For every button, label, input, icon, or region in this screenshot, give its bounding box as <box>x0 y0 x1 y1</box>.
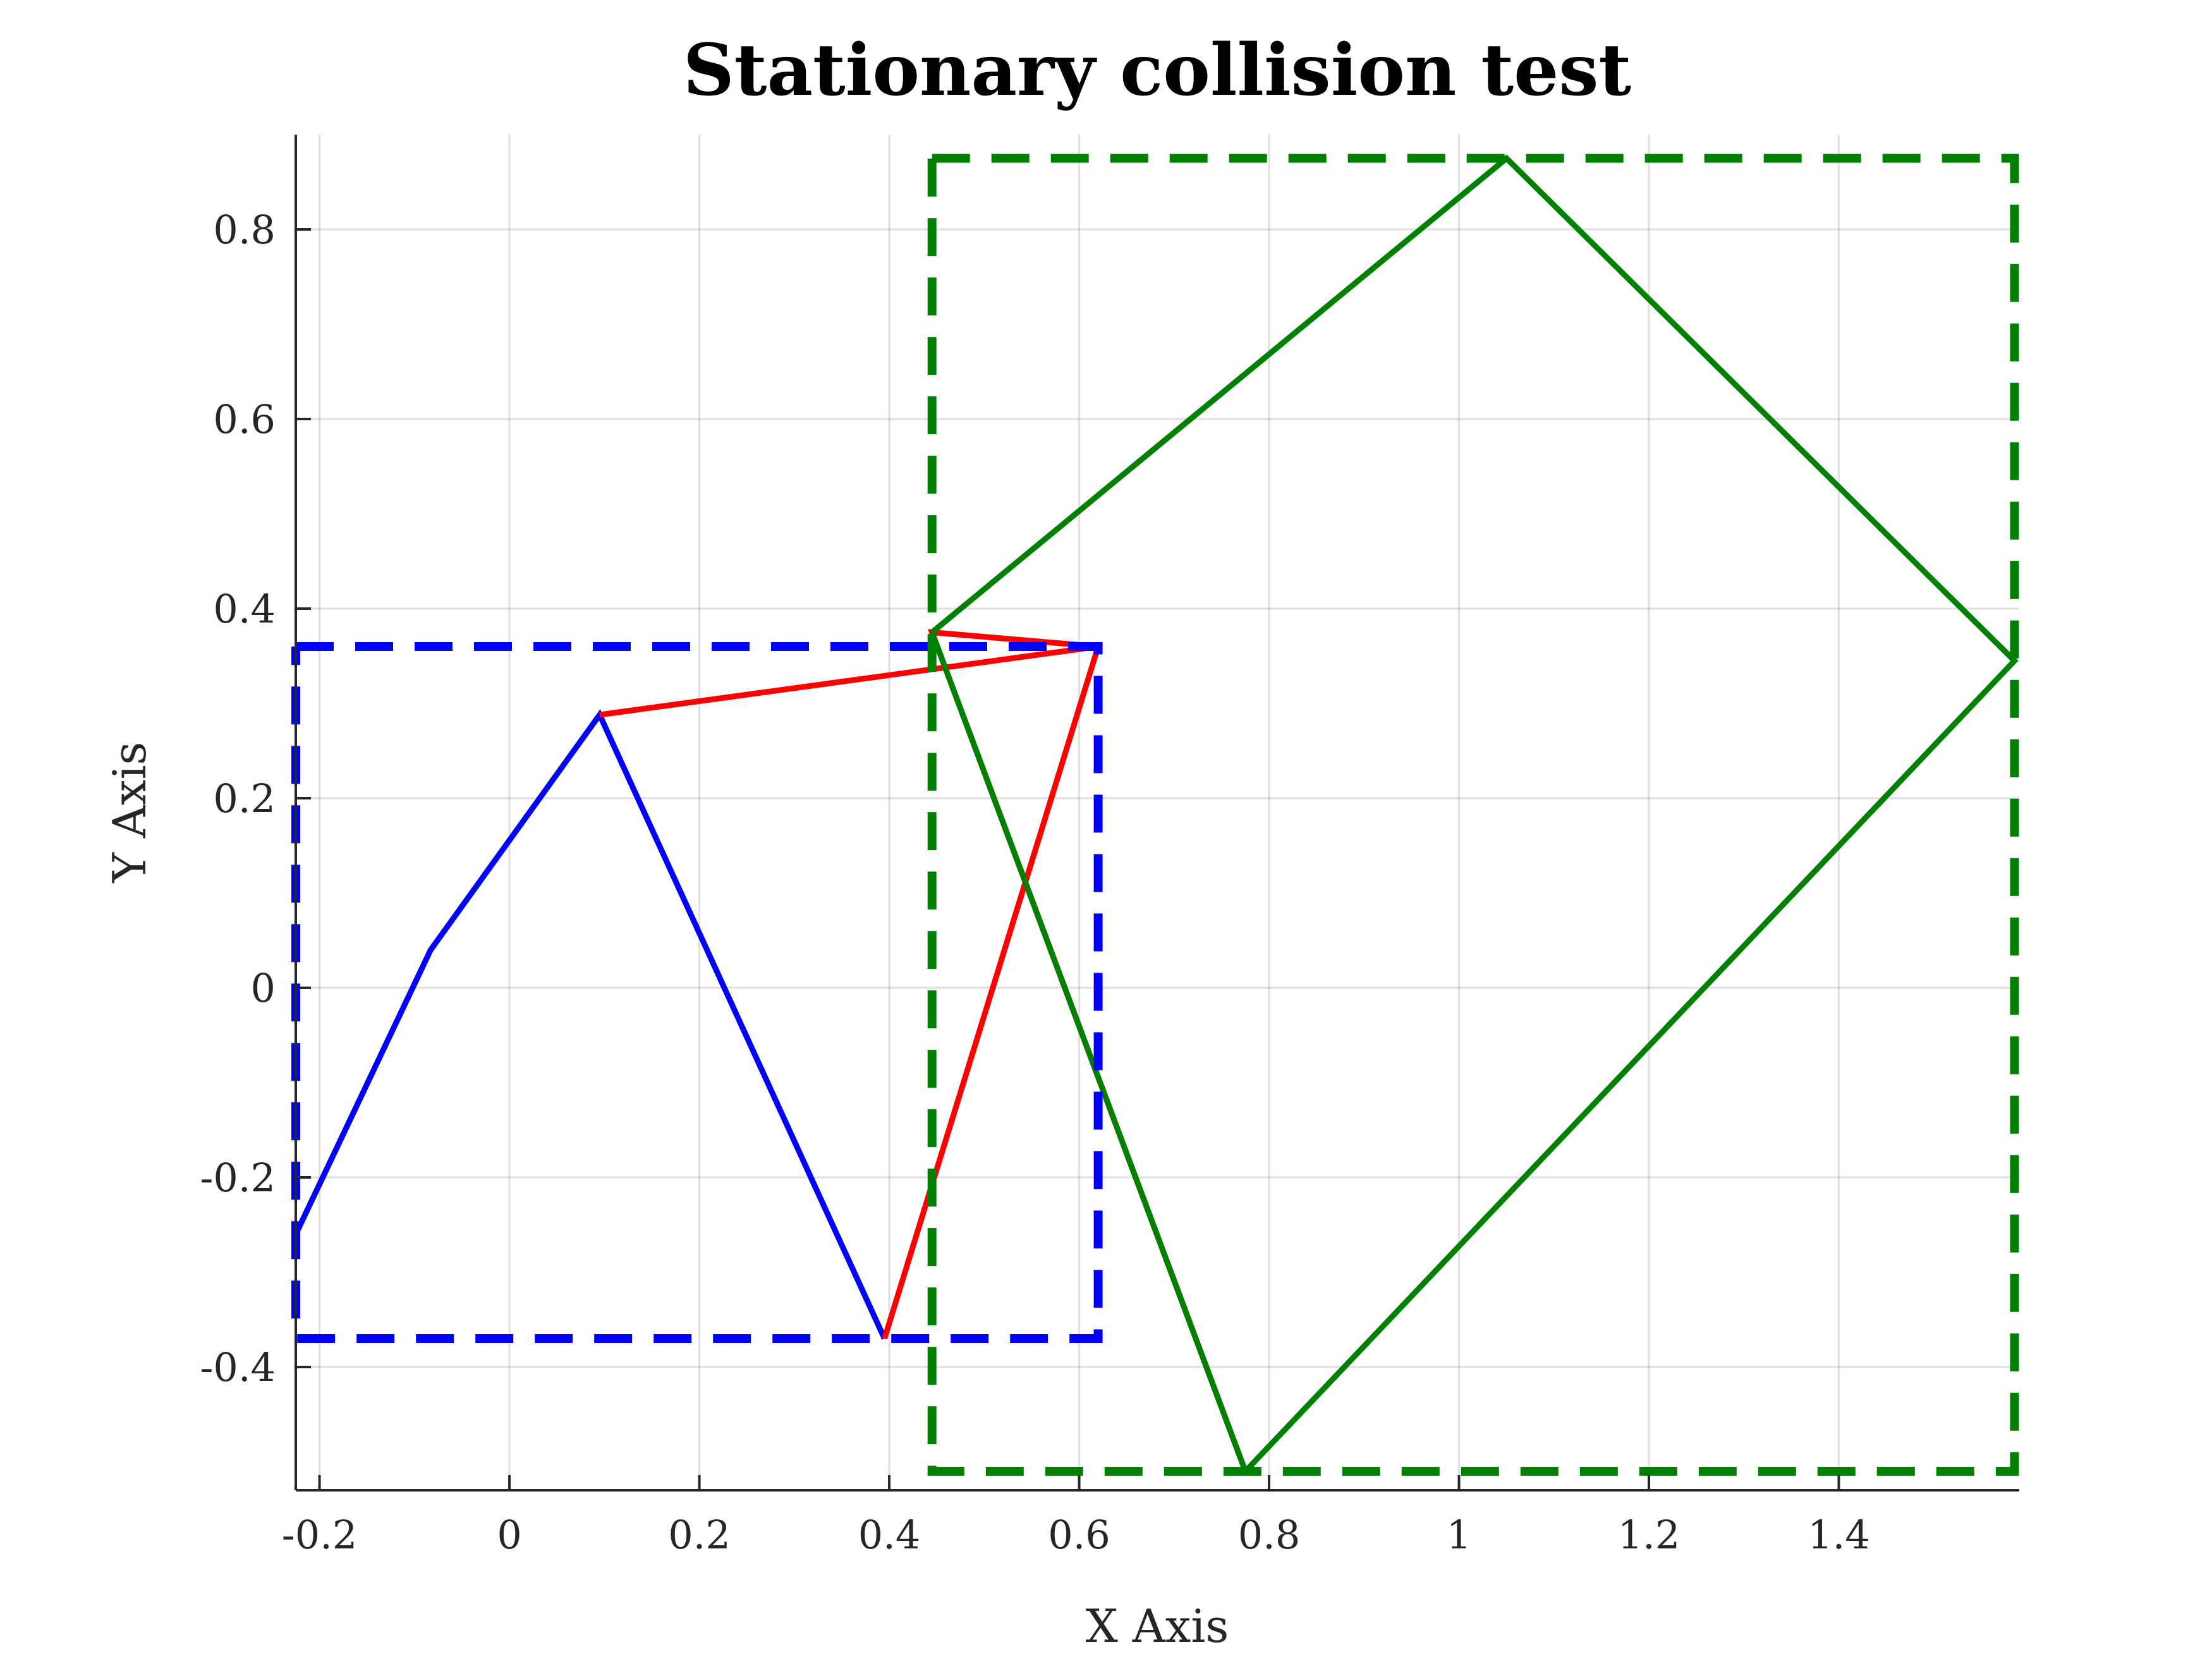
series-line-2 <box>929 154 2019 1477</box>
series-line-0 <box>293 709 887 1340</box>
y-tick-label: -0.2 <box>200 1155 276 1201</box>
y-tick-label: 0.2 <box>213 775 276 822</box>
y-tick-label: 0 <box>251 965 276 1011</box>
x-axis-label: X Axis <box>1086 1600 1229 1653</box>
y-tick-label: 0.4 <box>213 586 276 632</box>
x-tick-label: 1.2 <box>1618 1512 1680 1558</box>
x-tick-label: 1.4 <box>1808 1512 1870 1558</box>
series-line-1 <box>599 629 1248 1473</box>
y-tick-label: 0.6 <box>213 396 276 442</box>
grid <box>296 135 2019 1490</box>
y-tick-label: -0.4 <box>200 1344 276 1390</box>
plot-series <box>291 154 2019 1477</box>
chart-title: Stationary collision test <box>683 29 1632 112</box>
x-tick-label: 1 <box>1447 1512 1471 1558</box>
x-tick-label: 0.2 <box>668 1512 731 1558</box>
x-tick-label: 0.8 <box>1238 1512 1301 1558</box>
axes <box>295 135 2019 1492</box>
x-tick-label: 0.4 <box>858 1512 921 1558</box>
y-ticks: -0.4 -0.2 0 0.2 0.4 0.6 0.8 <box>200 207 311 1390</box>
y-axis-label: Y Axis <box>103 742 156 884</box>
y-tick-label: 0.8 <box>213 207 276 253</box>
x-tick-label: 0.6 <box>1048 1512 1110 1558</box>
x-tick-label: -0.2 <box>282 1512 358 1558</box>
dashed-box-4 <box>927 154 2019 1476</box>
x-tick-label: 0 <box>497 1512 521 1558</box>
x-ticks: -0.2 0 0.2 0.4 0.6 0.8 1 1.2 1.4 <box>282 1475 1870 1558</box>
